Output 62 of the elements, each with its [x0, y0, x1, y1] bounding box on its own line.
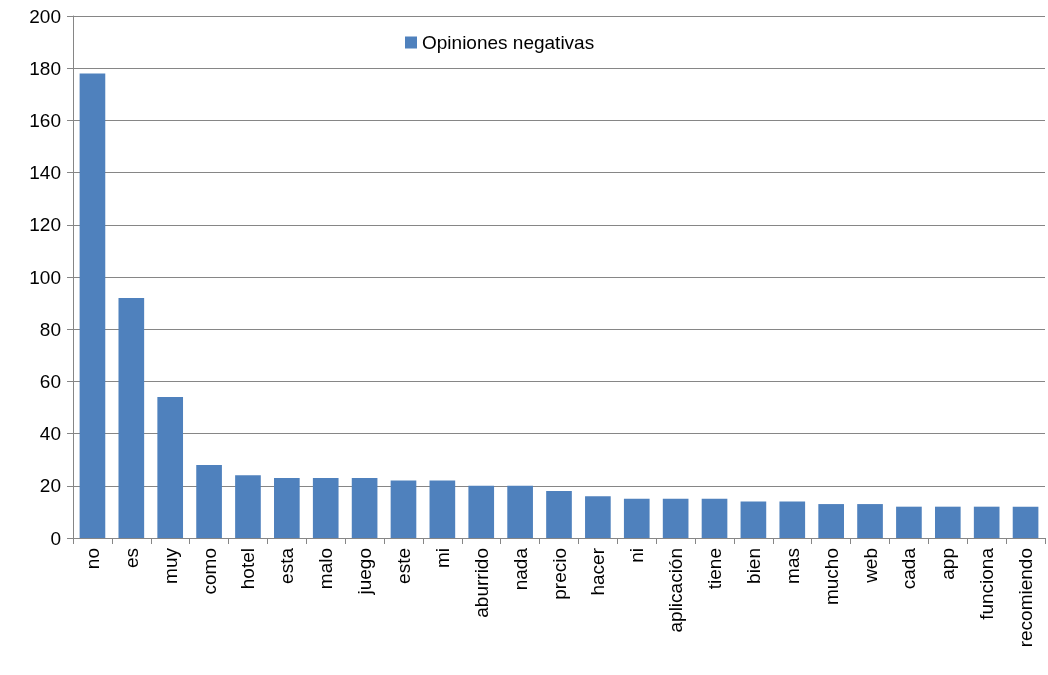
y-tick-label: 0	[50, 527, 61, 549]
x-tick-label: bien	[742, 548, 764, 584]
x-tick-label: como	[198, 548, 220, 595]
x-tick-label: precio	[548, 548, 570, 600]
bar	[740, 501, 767, 538]
bar	[701, 498, 728, 538]
bar	[468, 485, 495, 538]
bar	[390, 480, 417, 538]
bar	[623, 498, 650, 538]
bar	[312, 477, 339, 538]
x-tick-label: hacer	[587, 547, 609, 596]
x-tick-label: mas	[781, 548, 803, 584]
bar	[351, 477, 378, 538]
y-tick-label: 40	[39, 423, 61, 445]
y-tick-label: 200	[29, 5, 61, 27]
y-tick-label: 180	[29, 57, 61, 79]
x-tick-label: juego	[354, 548, 376, 596]
x-tick-label: ni	[626, 548, 648, 563]
bar	[157, 397, 184, 538]
y-tick-label: 100	[29, 266, 61, 288]
x-tick-label: aburrido	[470, 548, 492, 618]
bar	[973, 506, 1000, 538]
x-tick-label: nada	[509, 547, 531, 591]
x-tick-label: cada	[898, 547, 920, 590]
x-tick-label: recomiendo	[1015, 548, 1037, 648]
x-tick-label: hotel	[237, 548, 259, 590]
x-tick-label: no	[81, 548, 103, 570]
y-tick-label: 80	[39, 318, 61, 340]
bar	[585, 496, 611, 538]
x-tick-label: esta	[276, 547, 298, 584]
bar	[779, 501, 806, 538]
bar	[818, 504, 844, 538]
y-tick-label: 160	[29, 109, 61, 131]
x-tick-label: app	[937, 548, 959, 580]
bar	[546, 491, 572, 538]
x-tick-label: funciona	[976, 547, 998, 620]
y-tick-label: 20	[39, 475, 61, 497]
bar	[79, 73, 106, 538]
legend-label: Opiniones negativas	[422, 32, 595, 53]
bar	[1012, 506, 1039, 538]
y-tick-label: 140	[29, 162, 61, 184]
bar	[196, 464, 222, 538]
x-tick-label: malo	[315, 548, 337, 590]
bar	[274, 477, 300, 538]
x-tick-label: este	[392, 548, 414, 584]
bar	[507, 485, 533, 538]
x-tick-label: es	[120, 548, 142, 569]
bar	[662, 498, 689, 538]
x-tick-label: tiene	[704, 548, 726, 590]
bar	[934, 506, 961, 538]
x-tick-label: mi	[431, 548, 453, 569]
x-tick-label: mucho	[820, 548, 842, 606]
x-tick-label: web	[859, 548, 881, 584]
x-tick-label: muy	[159, 547, 181, 584]
y-tick-label: 60	[39, 370, 61, 392]
bar	[429, 480, 456, 538]
bar	[896, 506, 922, 538]
bar	[857, 504, 883, 538]
x-tick-label: aplicación	[665, 548, 687, 633]
y-tick-label: 120	[29, 214, 61, 236]
bar	[235, 475, 261, 538]
bar	[118, 297, 145, 538]
